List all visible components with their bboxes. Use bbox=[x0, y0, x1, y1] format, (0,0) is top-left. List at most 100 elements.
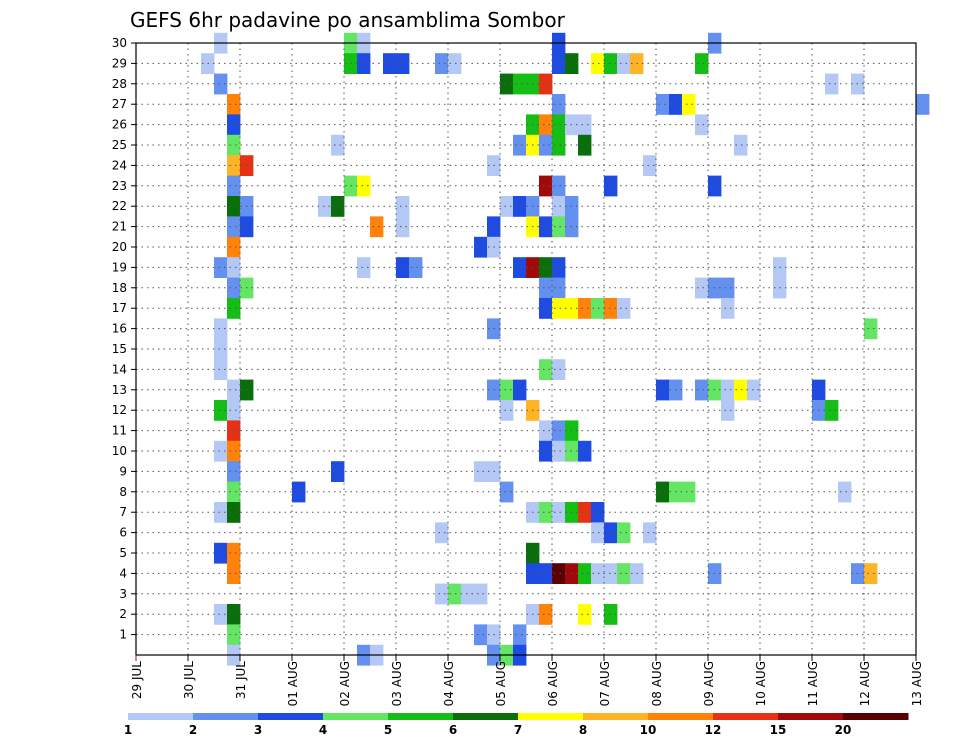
y-tick-label: 23 bbox=[112, 179, 127, 193]
chart-title: GEFS 6hr padavine po ansamblima Sombor bbox=[130, 8, 566, 32]
precip-cell bbox=[513, 73, 527, 95]
precip-cell bbox=[695, 53, 709, 74]
precip-cell bbox=[539, 440, 553, 462]
legend-label: 12 bbox=[705, 723, 722, 737]
legend-label: 20 bbox=[835, 723, 852, 737]
precip-cell bbox=[578, 563, 592, 584]
precip-cell bbox=[513, 379, 527, 401]
precip-cell bbox=[448, 583, 462, 605]
precip-cell bbox=[552, 94, 566, 115]
precip-cell bbox=[396, 257, 410, 278]
y-tick-label: 11 bbox=[112, 424, 127, 438]
precip-cell bbox=[617, 53, 631, 74]
y-tick-label: 20 bbox=[112, 240, 127, 254]
precip-cell bbox=[552, 196, 566, 217]
y-tick-label: 14 bbox=[112, 362, 127, 376]
precip-cell bbox=[591, 502, 605, 523]
legend-swatch bbox=[648, 713, 714, 720]
y-tick-label: 21 bbox=[112, 220, 127, 234]
precip-cell bbox=[227, 94, 241, 115]
precip-cell bbox=[552, 216, 566, 238]
legend-label: 5 bbox=[384, 723, 392, 737]
precip-cell bbox=[396, 196, 410, 217]
precip-cell bbox=[734, 134, 748, 156]
precip-cell bbox=[227, 461, 241, 482]
precip-cell bbox=[370, 216, 384, 238]
y-tick-label: 13 bbox=[112, 383, 127, 397]
precip-cell bbox=[357, 53, 371, 74]
precip-cell bbox=[539, 298, 553, 319]
precip-cell bbox=[357, 175, 371, 197]
precip-cell bbox=[513, 257, 527, 278]
precip-cell bbox=[552, 53, 566, 74]
x-tick-label: 31 JUL bbox=[234, 661, 248, 699]
precip-cell bbox=[227, 400, 241, 421]
precip-cell bbox=[539, 359, 553, 380]
x-tick-label: 08 AUG bbox=[650, 661, 664, 706]
precip-cell bbox=[747, 379, 761, 401]
precip-cell bbox=[552, 502, 566, 523]
precip-cell bbox=[474, 461, 488, 482]
precip-cell bbox=[591, 298, 605, 319]
precip-cell bbox=[227, 257, 241, 278]
precip-cell bbox=[591, 563, 605, 584]
precip-cell bbox=[552, 134, 566, 156]
precip-cell bbox=[617, 563, 631, 584]
y-axis-ticks: 1234567891011121314151617181920212223242… bbox=[112, 36, 136, 642]
precip-cell bbox=[838, 481, 852, 503]
legend-swatch bbox=[323, 713, 389, 720]
precip-cell bbox=[448, 53, 462, 74]
legend-label: 1 bbox=[124, 723, 132, 737]
precip-cell bbox=[864, 318, 878, 340]
precip-cell bbox=[500, 379, 514, 401]
precip-cell bbox=[695, 114, 709, 136]
y-tick-label: 8 bbox=[119, 485, 127, 499]
precip-cell bbox=[227, 114, 241, 136]
precip-cell bbox=[721, 298, 735, 319]
y-tick-label: 15 bbox=[112, 342, 127, 356]
precip-cell bbox=[474, 236, 488, 258]
x-tick-label: 30 JUL bbox=[182, 661, 196, 699]
precip-cell bbox=[539, 134, 553, 156]
x-tick-label: 12 AUG bbox=[858, 661, 872, 706]
precip-cell bbox=[474, 583, 488, 605]
precip-cell bbox=[643, 522, 657, 544]
y-tick-label: 12 bbox=[112, 403, 127, 417]
precip-cell bbox=[227, 298, 241, 319]
precip-cell bbox=[656, 379, 670, 401]
legend-label: 8 bbox=[579, 723, 587, 737]
x-tick-label: 11 AUG bbox=[806, 661, 820, 706]
precip-cell bbox=[617, 298, 631, 319]
precip-cell bbox=[695, 277, 709, 299]
y-tick-label: 24 bbox=[112, 158, 127, 172]
precip-cell bbox=[539, 420, 553, 442]
precip-cell bbox=[864, 563, 878, 584]
legend-label: 10 bbox=[640, 723, 657, 737]
precip-cell bbox=[604, 604, 618, 625]
precip-cell bbox=[552, 277, 566, 299]
precip-cell bbox=[318, 196, 332, 217]
precip-cell bbox=[331, 461, 345, 482]
precip-cell bbox=[604, 522, 618, 544]
y-tick-label: 18 bbox=[112, 281, 127, 295]
precip-cell bbox=[357, 257, 371, 278]
precip-cell bbox=[331, 196, 345, 217]
precip-cell bbox=[916, 94, 930, 115]
precip-cell bbox=[539, 277, 553, 299]
precip-cell bbox=[721, 379, 735, 401]
legend-label: 6 bbox=[449, 723, 457, 737]
precip-cell bbox=[214, 542, 228, 564]
y-tick-label: 22 bbox=[112, 199, 127, 213]
y-tick-label: 1 bbox=[119, 628, 127, 642]
precip-cell bbox=[500, 73, 514, 95]
precip-cell bbox=[500, 400, 514, 421]
precip-cell bbox=[539, 563, 553, 584]
precip-cell bbox=[539, 502, 553, 523]
precip-cell bbox=[552, 298, 566, 319]
precip-cell bbox=[552, 563, 566, 584]
legend-label: 7 bbox=[514, 723, 522, 737]
y-tick-label: 17 bbox=[112, 301, 127, 315]
precip-cell bbox=[500, 196, 514, 217]
precip-cell bbox=[227, 216, 241, 238]
